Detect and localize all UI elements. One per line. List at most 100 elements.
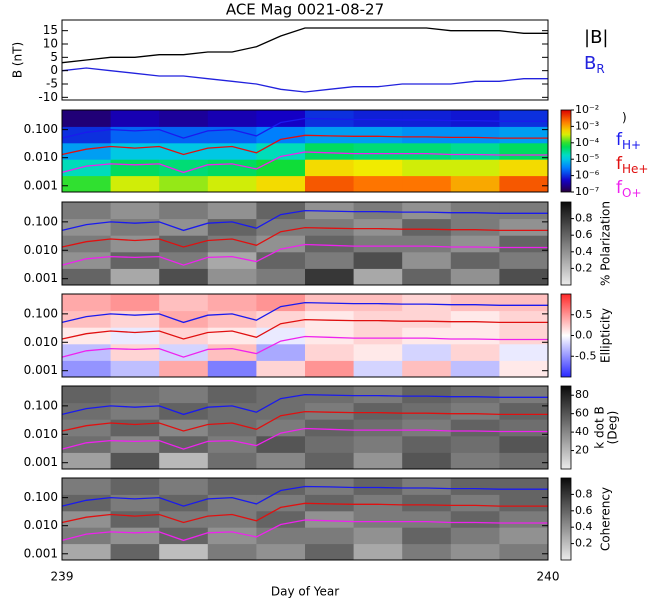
heatmap-cell (207, 218, 257, 236)
heatmap-cell (62, 235, 112, 253)
colorbar-tick-label: 80 (575, 388, 589, 401)
legend-name: f (616, 154, 623, 174)
heatmap-cell (353, 268, 403, 286)
heatmap-cell (110, 419, 160, 437)
heatmap-cell (207, 402, 257, 420)
y-tick-label: 0.001 (24, 178, 58, 192)
heatmap-cell (256, 142, 306, 160)
heatmap-cell (353, 435, 403, 453)
heatmap-cell (499, 527, 549, 545)
heatmap-cell (499, 310, 549, 328)
heatmap-cell (499, 402, 549, 420)
colorbar-tick-label: 0.6 (575, 504, 593, 517)
heatmap-cell (402, 435, 452, 453)
colorbar-tick-label: 10⁻³ (575, 119, 599, 132)
heatmap-cell (110, 251, 160, 269)
heatmap-cell (305, 494, 355, 512)
y-tick-label: 0.001 (24, 271, 58, 285)
colorbar-tick-label: 40 (575, 425, 589, 438)
heatmap-cell (353, 126, 403, 144)
colorbar-tick-label: 0.6 (575, 228, 593, 241)
heatmap-cell (499, 110, 549, 127)
heatmap-cell (499, 343, 549, 361)
heatmap-cell (62, 110, 112, 127)
heatmap-cell (353, 343, 403, 361)
heatmap-cell (110, 202, 160, 220)
y-tick-label: 0.100 (24, 490, 58, 504)
heatmap-cell (62, 527, 112, 545)
heatmap-cell (159, 235, 209, 253)
heatmap-cell (159, 159, 209, 177)
heatmap-cell (305, 159, 355, 177)
heatmap-cell (207, 478, 257, 495)
heatmap-cell (450, 310, 500, 328)
colorbar-tick-label: -0.5 (575, 349, 596, 362)
heatmap-cell (159, 218, 209, 236)
heatmap-cell (450, 343, 500, 361)
heatmap-cell (450, 543, 500, 561)
heatmap-cell (450, 419, 500, 437)
heatmap-cell (499, 327, 549, 345)
heatmap-cell (110, 494, 160, 512)
colorbar-tick-label: 0.2 (575, 537, 593, 550)
heatmap-cell (499, 175, 549, 193)
series-line (61, 27, 548, 64)
heatmap-cell (207, 452, 257, 470)
colorbar-label: k dot B (593, 406, 607, 448)
heatmap-cell (110, 110, 160, 127)
colorbar-tick-label: 10⁻⁷ (575, 185, 599, 198)
plot-background (62, 20, 548, 100)
heatmap-cell (62, 126, 112, 144)
legend-name: f (616, 178, 623, 198)
heatmap-cell (110, 478, 160, 495)
heatmap-cell (159, 175, 209, 193)
heatmap-cell (402, 402, 452, 420)
y-tick-label: 0.100 (24, 306, 58, 320)
heatmap-cell (402, 142, 452, 160)
series-line (61, 134, 548, 156)
heatmap-cell (62, 159, 112, 177)
heatmap-cell (305, 419, 355, 437)
legend-label: fO+ (616, 178, 642, 200)
colorbar-tick-label: 10⁻² (575, 103, 599, 116)
colorbar-tick-label: 0.8 (575, 212, 593, 225)
heatmap-cell (159, 294, 209, 312)
heatmap-cell (353, 419, 403, 437)
heatmap-cell (256, 175, 306, 193)
heatmap-cell (159, 268, 209, 286)
heatmap-cell (305, 543, 355, 561)
heatmap-cell (499, 386, 549, 404)
colorbar-tick-label: 0.2 (575, 261, 593, 274)
heatmap-cell (159, 386, 209, 404)
heatmap-cell (305, 235, 355, 253)
heatmap-cell (256, 235, 306, 253)
heatmap-cell (450, 478, 500, 495)
x-axis-label: Day of Year (271, 585, 339, 599)
heatmap-cell (353, 251, 403, 269)
heatmap-cell (353, 142, 403, 160)
heatmap-cell (499, 218, 549, 236)
heatmap-cell (353, 110, 403, 127)
series-line (61, 410, 548, 432)
y-tick-label: 0.100 (24, 398, 58, 412)
heatmap-cell (450, 360, 500, 378)
heatmap-cell (499, 510, 549, 528)
y-tick-label: 0 (50, 63, 58, 77)
heatmap-cell (207, 126, 257, 144)
y-tick-label: 0.010 (24, 150, 58, 164)
heatmap-cell (110, 543, 160, 561)
heatmap-cell (402, 268, 452, 286)
heatmap-cell (159, 419, 209, 437)
heatmap-cell (110, 343, 160, 361)
y-tick-label: -10 (38, 90, 58, 104)
heatmap-cell (110, 218, 160, 236)
series-line (61, 335, 548, 358)
heatmap-cell (499, 294, 549, 312)
heatmap-cell (110, 360, 160, 378)
colorbar-tick-label: 0.4 (575, 520, 593, 533)
heatmap-cell (207, 386, 257, 404)
heatmap-cell (402, 327, 452, 345)
y-tick-label: 0.010 (24, 518, 58, 532)
heatmap-cell (110, 126, 160, 144)
heatmap-cell (159, 527, 209, 545)
